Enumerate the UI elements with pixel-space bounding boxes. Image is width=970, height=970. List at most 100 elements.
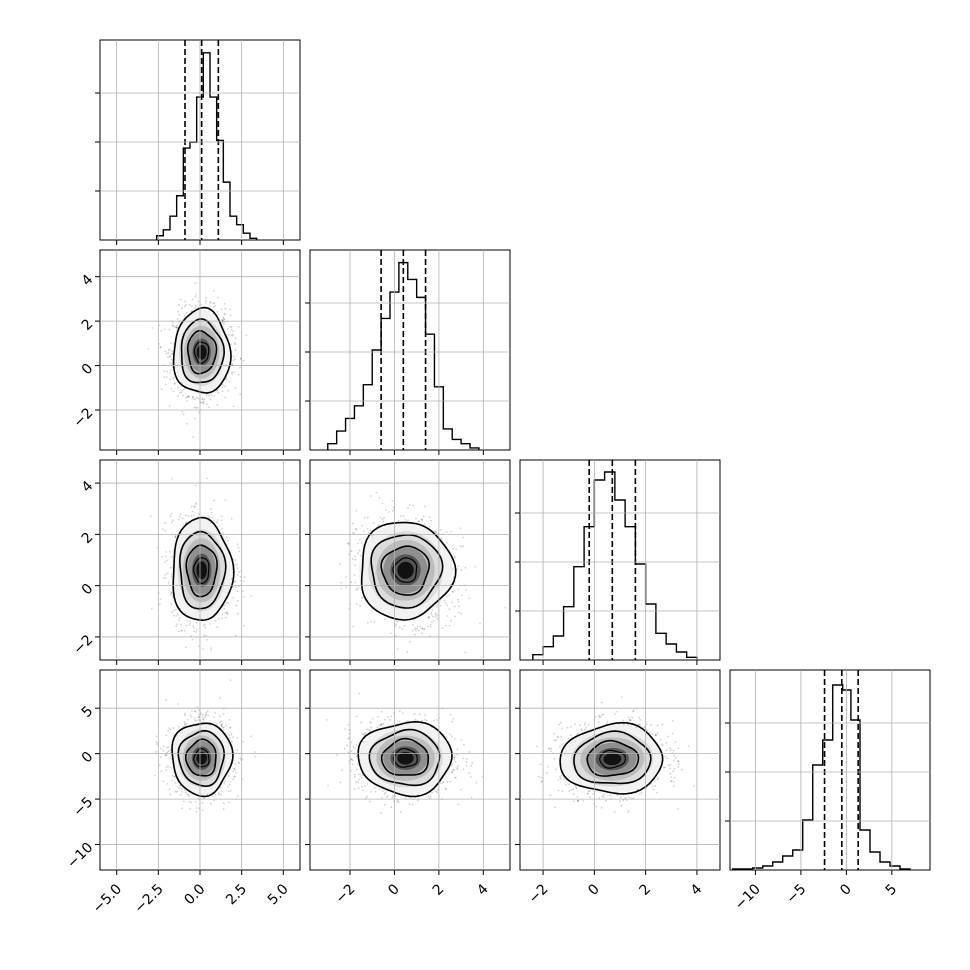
scatter-point (212, 306, 215, 308)
scatter-point (428, 616, 430, 619)
scatter-point (180, 391, 183, 394)
scatter-point (172, 609, 175, 612)
scatter-point (174, 536, 177, 539)
scatter-point (170, 342, 172, 345)
scatter-point (178, 313, 181, 316)
scatter-point (236, 590, 239, 593)
scatter-point (205, 394, 208, 396)
scatter-point (379, 516, 382, 519)
scatter-point (416, 627, 418, 630)
scatter-point (201, 398, 204, 401)
scatter-point (184, 723, 187, 725)
scatter-point (432, 615, 434, 618)
scatter-point (231, 373, 234, 376)
tick-marks (95, 92, 284, 245)
scatter-point (203, 624, 206, 627)
scatter-point (171, 521, 174, 524)
scatter-point (432, 619, 435, 622)
scatter-point (163, 376, 165, 378)
scatter-point (403, 625, 406, 627)
scatter-point (414, 627, 416, 629)
scatter-point (185, 397, 187, 399)
scatter-point (175, 326, 178, 329)
scatter-point (186, 422, 189, 425)
scatter-point (191, 510, 194, 513)
scatter-point (464, 566, 467, 569)
contour-line (180, 318, 226, 384)
scatter-point (362, 544, 364, 547)
scatter-point (375, 491, 378, 494)
scatter-point (176, 318, 179, 320)
scatter-point (242, 595, 245, 598)
scatter-point (227, 334, 230, 336)
scatter-point (210, 508, 213, 510)
scatter-point (361, 524, 364, 527)
scatter-point (451, 591, 454, 593)
scatter-point (468, 597, 470, 600)
scatter-point (421, 518, 423, 521)
scatter-point (223, 313, 226, 316)
scatter-point (455, 548, 458, 551)
scatter-point (179, 298, 182, 301)
scatter-point (195, 406, 198, 409)
scatter-point (174, 535, 176, 538)
scatter-point (220, 308, 223, 311)
scatter-point (404, 519, 407, 521)
scatter-point (236, 563, 239, 566)
scatter-point (406, 651, 409, 653)
scatter-point (176, 386, 179, 389)
scatter-point (412, 624, 415, 626)
scatter-point (479, 622, 481, 625)
histogram-panel-1 (309, 249, 511, 451)
scatter-point (186, 619, 189, 622)
scatter-point (370, 534, 373, 537)
scatter-point (210, 394, 213, 396)
scatter-point (175, 625, 178, 628)
scatter-point (445, 531, 448, 533)
scatter-point (150, 515, 152, 518)
scatter-point (239, 393, 242, 396)
scatter-point (188, 303, 191, 306)
scatter-point (226, 612, 229, 615)
scatter-point (408, 504, 411, 506)
scatter-point (171, 350, 174, 353)
scatter-point (186, 400, 188, 402)
scatter-point (234, 386, 237, 389)
scatter-point (171, 594, 174, 597)
scatter-point (239, 366, 242, 369)
scatter-point (202, 400, 205, 403)
scatter-point (224, 385, 226, 387)
scatter-point (369, 529, 372, 532)
scatter-point (340, 587, 343, 590)
scatter-point (167, 765, 169, 768)
scatter-point (421, 627, 423, 630)
scatter-point (220, 515, 223, 518)
scatter-point (384, 618, 387, 621)
scatter-point (167, 581, 170, 584)
scatter-point (209, 623, 211, 625)
scatter-point (207, 515, 209, 517)
scatter-point (434, 612, 437, 615)
scatter-point (452, 590, 455, 593)
scatter-point (168, 328, 171, 331)
scatter-point (394, 625, 397, 628)
scatter-point (226, 536, 228, 538)
scatter-point (223, 321, 226, 323)
scatter-point (402, 515, 405, 517)
scatter-point (209, 300, 212, 303)
scatter-point (227, 601, 230, 604)
scatter-point (418, 520, 421, 523)
pair-content (153, 679, 257, 813)
scatter-point (234, 559, 237, 561)
scatter-point (428, 525, 431, 528)
scatter-point (217, 617, 220, 620)
scatter-point (201, 397, 204, 400)
scatter-point (413, 619, 415, 621)
scatter-point (171, 353, 173, 355)
scatter-point (407, 519, 409, 522)
scatter-point (452, 548, 454, 550)
scatter-point (175, 326, 178, 329)
scatter-point (197, 397, 200, 400)
scatter-point (458, 605, 461, 608)
scatter-point (194, 719, 196, 722)
